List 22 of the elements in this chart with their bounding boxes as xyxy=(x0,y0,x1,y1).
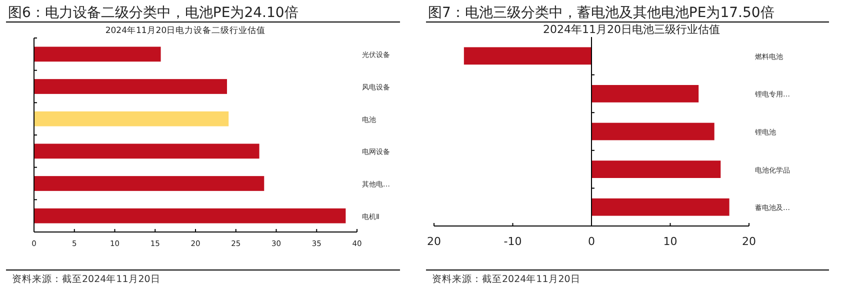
bar xyxy=(464,47,592,65)
text: 资料来源：截至2024年11月20日 xyxy=(12,273,160,285)
bar xyxy=(34,79,227,94)
bar xyxy=(592,160,721,178)
bar xyxy=(592,85,699,102)
x-tick-label: 20 xyxy=(427,235,441,248)
text: 资料来源：截至2024年11月20日 xyxy=(432,273,580,285)
x-tick-label: 20 xyxy=(742,235,756,248)
chart-subtitle: 2024年11月20日电池三级行业估值 xyxy=(543,23,720,36)
bar xyxy=(34,208,346,224)
x-tick-label: -10 xyxy=(504,235,522,248)
chart-subtitle: 2024年11月20日电力设备二级行业估值 xyxy=(105,25,266,36)
x-tick-label: 0 xyxy=(588,235,595,248)
chart-title: 图6：电力设备二级分类中，电池PE为24.10倍 xyxy=(8,5,298,21)
bar xyxy=(592,122,714,140)
bar xyxy=(592,198,730,216)
x-tick-label: 10 xyxy=(663,235,678,248)
bar xyxy=(34,144,260,159)
chart-title: 图7：电池三级分类中，蓄电池及其他电池PE为17.50倍 xyxy=(428,5,774,21)
bar xyxy=(34,46,161,62)
bar xyxy=(34,111,229,126)
bar xyxy=(34,176,264,191)
